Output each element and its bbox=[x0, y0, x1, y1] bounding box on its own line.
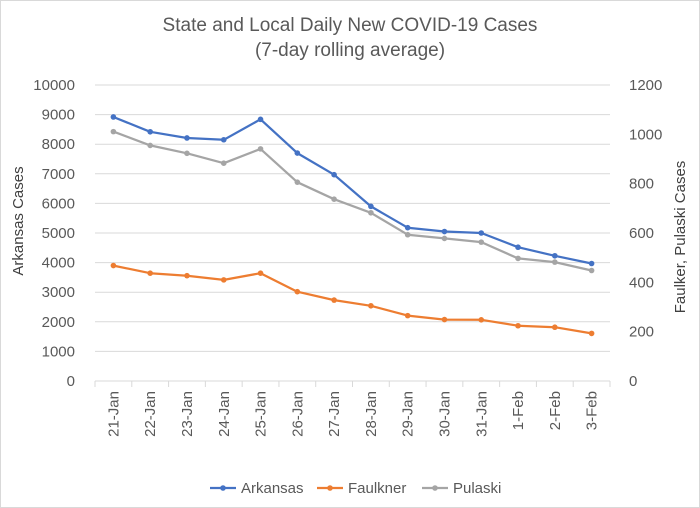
data-point-pulaski bbox=[368, 209, 374, 216]
y2-tick-label: 600 bbox=[629, 225, 654, 242]
x-tick-label: 26-Jan bbox=[289, 391, 306, 437]
data-point-arkansas bbox=[552, 252, 558, 259]
data-point-pulaski bbox=[404, 231, 411, 238]
legend-label: Arkansas bbox=[241, 480, 304, 497]
x-tick-label: 25-Jan bbox=[253, 391, 270, 437]
data-point-faulkner bbox=[110, 262, 117, 269]
data-point-faulkner bbox=[368, 302, 374, 309]
y-tick-label: 10000 bbox=[33, 77, 75, 94]
x-tick-label: 3-Feb bbox=[584, 391, 601, 430]
data-point-arkansas bbox=[478, 230, 485, 236]
data-point-faulkner bbox=[515, 322, 521, 329]
legend: Arkansas Faulkner Pulaski bbox=[210, 480, 501, 497]
data-point-arkansas bbox=[368, 203, 374, 210]
y-tick-label: 6000 bbox=[42, 195, 75, 212]
y2-tick-label: 200 bbox=[629, 324, 654, 341]
data-point-pulaski bbox=[294, 179, 301, 185]
data-point-arkansas bbox=[331, 171, 337, 178]
data-point-faulkner bbox=[441, 316, 448, 323]
x-tick-label: 31-Jan bbox=[473, 391, 490, 437]
data-point-faulkner bbox=[294, 288, 301, 295]
legend-label: Pulaski bbox=[453, 480, 501, 497]
data-point-faulkner bbox=[147, 270, 153, 277]
data-point-faulkner bbox=[478, 317, 485, 323]
y2-tick-label: 0 bbox=[629, 373, 637, 390]
axes: 0100020003000400050006000700080009000100… bbox=[33, 77, 662, 437]
data-point-faulkner bbox=[257, 270, 264, 277]
data-point-arkansas bbox=[515, 244, 521, 251]
y-tick-label: 9000 bbox=[42, 107, 75, 124]
y-tick-label: 2000 bbox=[42, 314, 75, 331]
data-point-arkansas bbox=[257, 116, 264, 123]
data-point-pulaski bbox=[331, 196, 337, 203]
y-tick-label: 1000 bbox=[42, 343, 75, 360]
data-point-pulaski bbox=[441, 235, 448, 242]
x-tick-label: 21-Jan bbox=[105, 391, 122, 437]
x-tick-label: 30-Jan bbox=[436, 391, 453, 437]
data-point-arkansas bbox=[220, 136, 227, 143]
x-tick-label: 29-Jan bbox=[400, 391, 417, 437]
y-tick-label: 5000 bbox=[42, 225, 75, 242]
data-point-pulaski bbox=[552, 259, 558, 265]
series-line-pulaski bbox=[113, 130, 592, 272]
data-point-pulaski bbox=[220, 160, 227, 166]
legend-marker bbox=[220, 485, 226, 491]
x-tick-label: 27-Jan bbox=[326, 391, 343, 437]
data-point-arkansas bbox=[110, 114, 117, 120]
x-tick-label: 2-Feb bbox=[547, 391, 564, 430]
x-tick-label: 24-Jan bbox=[216, 391, 233, 437]
y2-tick-label: 1200 bbox=[629, 77, 662, 94]
data-point-arkansas bbox=[588, 260, 595, 267]
legend-marker bbox=[327, 485, 333, 491]
data-point-pulaski bbox=[184, 150, 190, 157]
chart-subtitle: (7-day rolling average) bbox=[255, 40, 445, 61]
data-point-faulkner bbox=[588, 330, 595, 337]
data-point-arkansas bbox=[294, 150, 301, 156]
x-tick-label: 28-Jan bbox=[363, 391, 380, 437]
series-line-arkansas bbox=[112, 115, 592, 265]
y-tick-label: 4000 bbox=[42, 255, 75, 272]
legend-marker bbox=[432, 485, 438, 491]
data-point-pulaski bbox=[147, 142, 153, 149]
y2-tick-label: 400 bbox=[629, 274, 654, 291]
data-point-arkansas bbox=[404, 224, 411, 231]
chart-title: State and Local Daily New COVID-19 Cases bbox=[163, 15, 538, 36]
data-point-pulaski bbox=[110, 128, 117, 135]
y-tick-label: 3000 bbox=[42, 284, 75, 301]
y2-tick-label: 800 bbox=[629, 176, 654, 193]
y-tick-label: 7000 bbox=[42, 166, 75, 183]
y2-axis-label: Faulker, Pulaski Cases bbox=[672, 161, 689, 314]
series-line-faulkner bbox=[113, 264, 592, 335]
data-point-faulkner bbox=[552, 324, 558, 331]
gridlines bbox=[95, 84, 610, 352]
legend-label: Faulkner bbox=[348, 480, 406, 497]
y-tick-label: 8000 bbox=[42, 136, 75, 153]
y-tick-label: 0 bbox=[67, 373, 75, 390]
data-point-faulkner bbox=[184, 272, 190, 279]
data-point-pulaski bbox=[515, 255, 521, 262]
data-point-faulkner bbox=[220, 277, 227, 283]
x-tick-label: 1-Feb bbox=[510, 391, 527, 430]
data-point-arkansas bbox=[184, 135, 190, 141]
data-point-faulkner bbox=[404, 312, 411, 319]
data-point-pulaski bbox=[588, 267, 595, 274]
data-point-arkansas bbox=[441, 228, 448, 235]
data-point-pulaski bbox=[257, 146, 264, 152]
x-tick-label: 22-Jan bbox=[142, 391, 159, 437]
y-axis-label: Arkansas Cases bbox=[10, 166, 27, 275]
data-point-pulaski bbox=[478, 239, 485, 245]
series-lines bbox=[110, 114, 595, 337]
y2-tick-label: 1000 bbox=[629, 126, 662, 143]
data-point-arkansas bbox=[147, 128, 153, 135]
data-point-faulkner bbox=[331, 297, 337, 303]
x-tick-label: 23-Jan bbox=[179, 391, 196, 437]
